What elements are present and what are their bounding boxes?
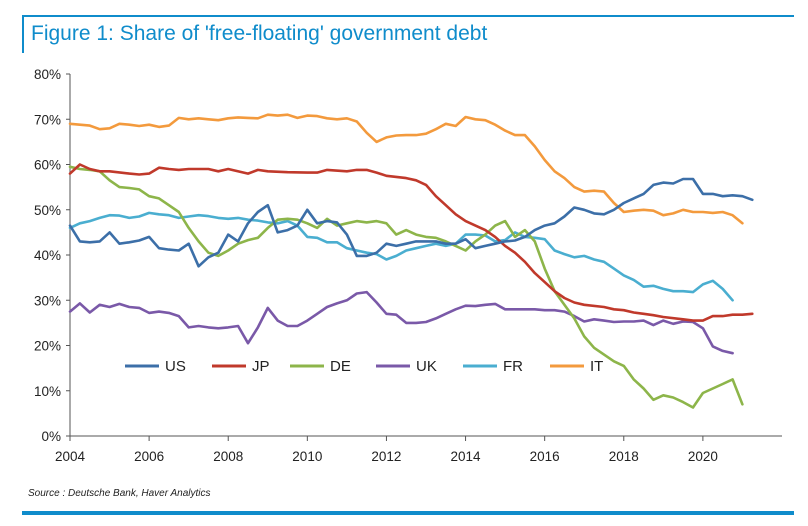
series-line-us <box>68 177 754 268</box>
y-tick-label: 30% <box>34 293 61 308</box>
legend-label-us: US <box>165 358 186 375</box>
series-line-fr <box>68 211 734 302</box>
title-accent-bar <box>22 15 24 53</box>
y-tick-label: 0% <box>41 429 61 444</box>
x-tick-label: 2018 <box>609 449 639 464</box>
legend-label-de: DE <box>330 358 351 375</box>
x-tick-label: 2016 <box>530 449 560 464</box>
y-tick-label: 50% <box>34 203 61 218</box>
x-tick-label: 2014 <box>451 449 482 464</box>
figure-title: Figure 1: Share of 'free-floating' gover… <box>31 22 488 45</box>
legend-label-it: IT <box>590 358 603 375</box>
y-tick-label: 80% <box>34 67 61 82</box>
x-tick-label: 2010 <box>292 449 322 464</box>
x-tick-label: 2012 <box>371 449 401 464</box>
y-tick-label: 20% <box>34 339 61 354</box>
y-tick-label: 10% <box>34 384 61 399</box>
y-tick-label: 60% <box>34 158 61 173</box>
legend-label-fr: FR <box>503 358 523 375</box>
y-tick-label: 40% <box>34 248 61 263</box>
footer-rule <box>22 511 794 515</box>
title-rule <box>22 15 794 17</box>
series-line-it <box>68 113 744 225</box>
series-line-jp <box>68 163 754 322</box>
source-note: Source : Deutsche Bank, Haver Analytics <box>28 488 211 499</box>
x-tick-label: 2020 <box>688 449 718 464</box>
x-tick-label: 2004 <box>55 449 86 464</box>
x-tick-label: 2006 <box>134 449 164 464</box>
series-line-de <box>68 165 744 409</box>
legend-label-jp: JP <box>252 358 270 375</box>
legend-label-uk: UK <box>416 358 437 375</box>
series-line-uk <box>68 290 734 355</box>
y-tick-label: 70% <box>34 112 61 127</box>
x-tick-label: 2008 <box>213 449 243 464</box>
